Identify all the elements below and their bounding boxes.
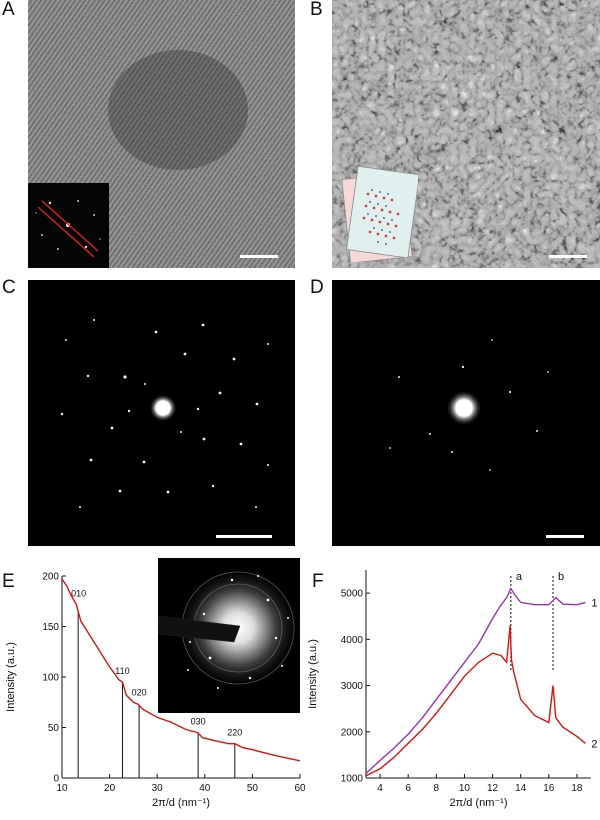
x-tick-label: 60 bbox=[294, 783, 305, 794]
scale-bar-c bbox=[216, 535, 272, 538]
panel-label-e: E bbox=[2, 571, 15, 592]
marker-label: a bbox=[516, 571, 523, 583]
scale-bar-a bbox=[240, 255, 278, 258]
saed-spots-d bbox=[389, 339, 549, 471]
hrtem-image-a bbox=[28, 0, 295, 268]
y-tick-label: 2000 bbox=[341, 727, 364, 738]
marker-label: b bbox=[558, 571, 564, 583]
y-axis-label: Intensity (a.u.) bbox=[307, 639, 319, 709]
series-label: 2 bbox=[591, 738, 597, 750]
x-tick-label: 8 bbox=[434, 783, 440, 794]
scale-bar-d bbox=[546, 535, 584, 538]
peak-label: 020 bbox=[132, 687, 147, 697]
panel-label-a: A bbox=[2, 0, 15, 20]
peak-label: 010 bbox=[71, 588, 86, 598]
x-tick-label: 18 bbox=[571, 783, 583, 794]
panel-label-b: B bbox=[310, 0, 323, 20]
y-tick-label: 50 bbox=[48, 723, 60, 734]
y-tick-label: 200 bbox=[42, 572, 59, 583]
scale-bar-b bbox=[549, 255, 587, 258]
x-tick-label: 40 bbox=[199, 783, 211, 794]
peak-label: 030 bbox=[191, 717, 206, 727]
x-tick-label: 10 bbox=[459, 783, 471, 794]
peak-label: 110 bbox=[115, 666, 129, 676]
panel-label-d: D bbox=[310, 277, 324, 298]
series-label: 1 bbox=[591, 597, 597, 609]
x-tick-label: 10 bbox=[56, 783, 68, 794]
series-line bbox=[365, 625, 586, 777]
x-tick-label: 20 bbox=[104, 783, 116, 794]
saed-pattern-d bbox=[332, 280, 600, 546]
series-line bbox=[365, 587, 586, 774]
series-line bbox=[61, 578, 301, 762]
x-axis-label: 2π/d (nm⁻¹) bbox=[152, 797, 210, 809]
filtered-image-b bbox=[332, 0, 600, 268]
y-tick-label: 100 bbox=[42, 673, 59, 684]
x-tick-label: 4 bbox=[377, 783, 383, 794]
y-tick-label: 4000 bbox=[341, 635, 364, 646]
x-tick-label: 50 bbox=[247, 783, 259, 794]
x-tick-label: 12 bbox=[487, 783, 499, 794]
y-tick-label: 3000 bbox=[341, 681, 364, 692]
x-tick-label: 16 bbox=[543, 783, 555, 794]
y-tick-label: 5000 bbox=[341, 589, 364, 600]
x-tick-label: 6 bbox=[405, 783, 411, 794]
saed-pattern-c bbox=[28, 280, 295, 546]
diffraction-rings-icon bbox=[158, 566, 300, 690]
y-tick-label: 0 bbox=[53, 774, 59, 785]
diffraction-rings-inset bbox=[158, 558, 300, 713]
y-tick-label: 150 bbox=[42, 622, 59, 633]
y-axis-label: Intensity (a.u.) bbox=[5, 642, 17, 712]
peak-label: 220 bbox=[227, 728, 242, 738]
crystal-model-inset bbox=[341, 165, 420, 264]
x-tick-label: 30 bbox=[152, 783, 164, 794]
fft-inset bbox=[28, 183, 109, 268]
fft-inset-icon bbox=[35, 200, 101, 258]
saed-spots-c bbox=[60, 319, 269, 508]
panel-label-f: F bbox=[312, 571, 324, 592]
x-tick-label: 14 bbox=[515, 783, 527, 794]
panel-label-c: C bbox=[2, 277, 16, 298]
chart-e: 10 20 30 40 50 60 0 50 100 150 200 2π/d (nm⁻¹) Inten… bbox=[5, 572, 305, 810]
crystal-model-inset-icon bbox=[341, 165, 420, 264]
y-tick-label: 1000 bbox=[341, 774, 364, 785]
x-axis-label: 2π/d (nm⁻¹) bbox=[449, 797, 507, 809]
